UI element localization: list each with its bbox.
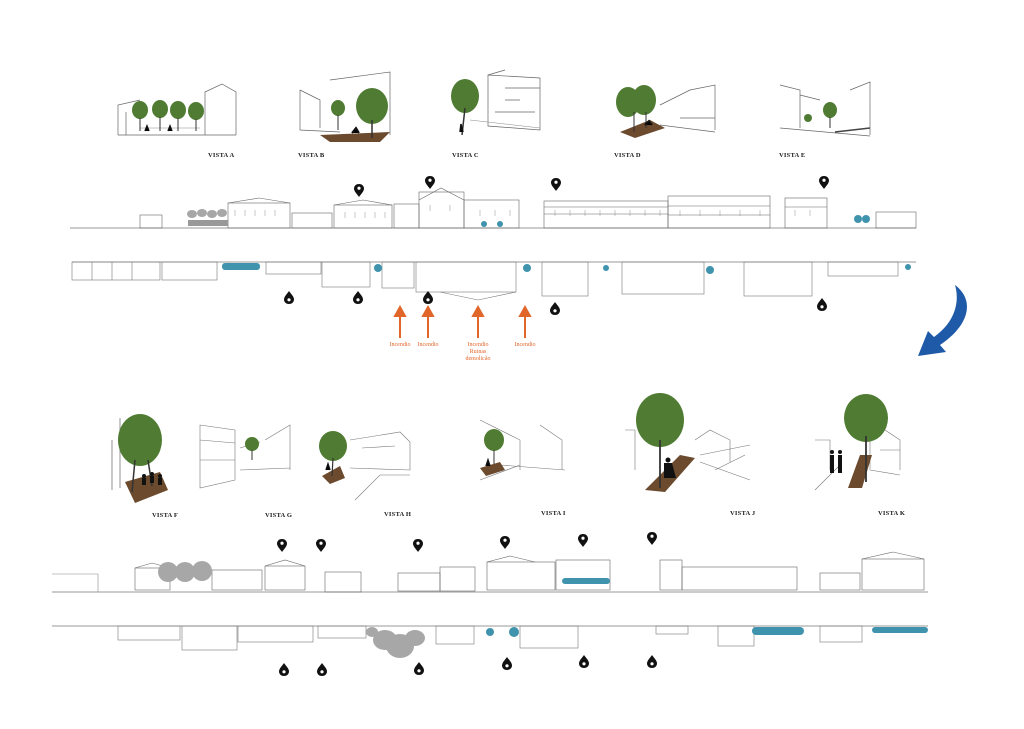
curved-arrow-icon [918,285,967,356]
lower-street-elevation-mirror [52,625,928,676]
incendio-label-3: Incendio Ruinas demolicão [448,342,508,363]
incendio-label-3-line1: Incendio [467,342,489,348]
upper-street-elevation-mirror [71,261,916,315]
vista-j-sketch [625,393,751,492]
vista-a-sketch [117,83,237,136]
vista-g-label: VISTA G [265,512,293,519]
incendio-label-3-line3: demolicão [465,356,491,362]
incendio-label-1: Incendio [389,342,411,348]
vista-c-label: VISTA C [452,152,479,159]
vista-j-label: VISTA J [730,510,756,517]
vista-f-sketch [111,414,168,503]
vista-h-label: VISTA H [384,511,412,518]
vista-i-label: VISTA I [541,510,566,517]
vista-k-sketch [814,394,901,491]
up-arrow-icon [393,304,532,338]
vista-d-sketch [616,84,716,138]
vista-k-label: VISTA K [878,510,906,517]
vista-e-label: VISTA E [779,152,806,159]
incendio-label-3-line2: Ruinas [469,349,487,355]
vista-i-sketch [479,419,566,481]
incendio-label-2: Incendio [417,342,439,348]
vista-b-sketch [299,71,391,142]
vista-b-label: VISTA B [298,152,325,159]
upper-street-elevation [70,176,917,229]
location-pin-icon [277,532,657,552]
vista-h-sketch [319,431,411,501]
vista-d-label: VISTA D [614,152,641,159]
location-pin-icon [279,655,657,676]
incendio-label-4: Incendio [514,342,536,348]
vista-a-label: VISTA A [208,152,235,159]
location-pin-icon [284,291,827,315]
vista-e-sketch [779,81,871,137]
incendio-arrows [393,304,532,338]
vista-f-label: VISTA F [152,512,179,519]
lower-street-elevation [52,532,928,593]
vista-c-sketch [451,69,541,136]
tree-icon [132,100,204,131]
vista-g-sketch [199,424,291,489]
location-pin-icon [354,176,829,197]
